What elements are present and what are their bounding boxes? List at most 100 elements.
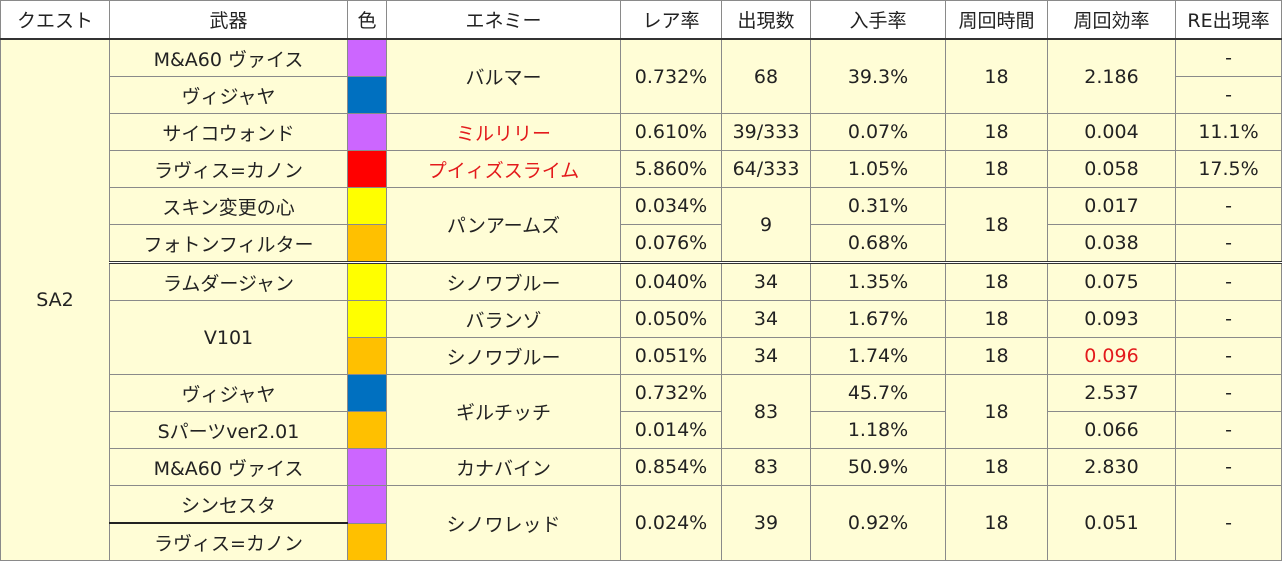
rare-rate-cell: 0.040% xyxy=(620,261,722,301)
obtain-rate-cell: 1.05% xyxy=(810,150,946,188)
enemy-cell: シノワブルー xyxy=(386,261,621,301)
appearances-cell: 83 xyxy=(721,448,811,486)
color-swatch xyxy=(347,113,387,151)
header-enemy: エネミー xyxy=(386,0,621,40)
re-rate-cell: - xyxy=(1175,38,1282,77)
color-swatch xyxy=(347,187,387,225)
obtain-rate-cell: 1.67% xyxy=(810,300,946,338)
rare-rate-cell: 0.034% xyxy=(620,187,722,225)
weapon-cell: ヴィジャヤ xyxy=(109,374,348,412)
re-rate-cell: - xyxy=(1175,224,1282,263)
appearances-cell: 68 xyxy=(721,38,811,114)
appearances-cell: 39 xyxy=(721,485,811,561)
loop-efficiency-cell: 0.075 xyxy=(1047,261,1176,301)
loop-efficiency-cell: 0.004 xyxy=(1047,113,1176,151)
color-swatch xyxy=(347,38,387,77)
color-swatch xyxy=(347,411,387,449)
table-row: シンセスタ シノワレッド 0.024% 39 0.92% 18 0.051 - xyxy=(1,485,1282,561)
obtain-rate-cell: 1.35% xyxy=(810,261,946,301)
re-rate-cell: - xyxy=(1175,485,1282,561)
enemy-cell: シノワレッド xyxy=(386,485,621,561)
enemy-cell: パンアームズ xyxy=(386,187,621,263)
weapon-cell: スキン変更の心 xyxy=(109,187,348,225)
rare-rate-cell: 0.854% xyxy=(620,448,722,486)
table-row: Sパーツver2.01 0.014% 1.18% 0.066 - xyxy=(1,411,1282,449)
obtain-rate-cell: 0.07% xyxy=(810,113,946,151)
obtain-rate-cell: 39.3% xyxy=(810,38,946,114)
rare-rate-cell: 0.051% xyxy=(620,337,722,375)
rare-rate-cell: 5.860% xyxy=(620,150,722,188)
appearances-cell: 34 xyxy=(721,300,811,338)
weapon-cell: ラヴィス=カノン xyxy=(109,150,348,188)
rare-rate-cell: 0.050% xyxy=(620,300,722,338)
table-row: ヴィジャヤ - xyxy=(1,76,1282,114)
weapon-cell: ラヴィス=カノン xyxy=(109,522,348,561)
re-rate-cell: 17.5% xyxy=(1175,150,1282,188)
loop-time-cell: 18 xyxy=(945,300,1048,338)
loop-efficiency-cell: 0.066 xyxy=(1047,411,1176,449)
loop-time-cell: 18 xyxy=(945,337,1048,375)
table-row: SA2 M&A60 ヴァイス バルマー 0.732% 68 39.3% 18 2… xyxy=(0,38,1282,561)
appearances-cell: 64/333 xyxy=(721,150,811,188)
obtain-rate-cell: 0.31% xyxy=(810,187,946,225)
header-color: 色 xyxy=(347,0,387,40)
rare-rate-cell: 0.076% xyxy=(620,224,722,263)
loop-efficiency-cell: 0.058 xyxy=(1047,150,1176,188)
color-swatch xyxy=(347,374,387,412)
obtain-rate-cell: 45.7% xyxy=(810,374,946,412)
rare-rate-cell: 0.732% xyxy=(620,374,722,412)
table-row: サイコウォンド ミルリリー 0.610% 39/333 0.07% 18 0.0… xyxy=(1,113,1282,151)
loop-efficiency-cell: 0.017 xyxy=(1047,187,1176,225)
weapon-cell: ラムダージャン xyxy=(109,261,348,301)
header-loop-time: 周回時間 xyxy=(945,0,1048,40)
table-row: スキン変更の心 パンアームズ 0.034% 9 0.31% 18 0.017 - xyxy=(1,187,1282,263)
rare-rate-cell: 0.732% xyxy=(620,38,722,114)
weapon-cell: M&A60 ヴァイス xyxy=(109,38,348,77)
loop-time-cell: 18 xyxy=(945,374,1048,449)
table-row: ラムダージャン シノワブルー 0.040% 34 1.35% 18 0.075 … xyxy=(1,261,1282,301)
re-rate-cell: - xyxy=(1175,337,1282,375)
weapon-cell: サイコウォンド xyxy=(109,113,348,151)
enemy-cell: バランゾ xyxy=(386,300,621,338)
re-rate-cell: - xyxy=(1175,261,1282,301)
obtain-rate-cell: 1.18% xyxy=(810,411,946,449)
color-swatch xyxy=(347,485,387,524)
obtain-rate-cell: 0.92% xyxy=(810,485,946,561)
loop-time-cell: 18 xyxy=(945,485,1048,561)
loop-efficiency-cell: 0.096 xyxy=(1047,337,1176,375)
weapon-cell: M&A60 ヴァイス xyxy=(109,448,348,486)
enemy-cell: プイィズスライム xyxy=(386,150,621,188)
appearances-cell: 9 xyxy=(721,187,811,263)
header-re-rate: RE出現率 xyxy=(1175,0,1282,40)
loop-efficiency-cell: 2.537 xyxy=(1047,374,1176,412)
re-rate-cell: - xyxy=(1175,187,1282,225)
header-row: クエスト 武器 色 エネミー レア率 出現数 入手率 周回時間 周回効率 RE出… xyxy=(0,0,1282,40)
header-appearances: 出現数 xyxy=(721,0,811,40)
header-rare-rate: レア率 xyxy=(620,0,722,40)
appearances-cell: 39/333 xyxy=(721,113,811,151)
appearances-cell: 34 xyxy=(721,337,811,375)
header-weapon: 武器 xyxy=(109,0,348,40)
header-loop-efficiency: 周回効率 xyxy=(1047,0,1176,40)
re-rate-cell: - xyxy=(1175,374,1282,412)
color-swatch xyxy=(347,224,387,263)
re-rate-cell: 11.1% xyxy=(1175,113,1282,151)
appearances-cell: 34 xyxy=(721,261,811,301)
table-row: V101 バランゾ 0.050% 34 1.67% 18 0.093 - xyxy=(1,300,1282,375)
quest-cell: SA2 xyxy=(0,38,110,561)
enemy-cell: ギルチッチ xyxy=(386,374,621,449)
header-quest: クエスト xyxy=(0,0,110,40)
loop-time-cell: 18 xyxy=(945,150,1048,188)
color-swatch xyxy=(347,337,387,375)
rare-rate-cell: 0.014% xyxy=(620,411,722,449)
enemy-cell: ミルリリー xyxy=(386,113,621,151)
table-row: ラヴィス=カノン プイィズスライム 5.860% 64/333 1.05% 18… xyxy=(1,150,1282,188)
obtain-rate-cell: 0.68% xyxy=(810,224,946,263)
color-swatch xyxy=(347,76,387,114)
enemy-cell: シノワブルー xyxy=(386,337,621,375)
loop-time-cell: 18 xyxy=(945,448,1048,486)
table-row: ラヴィス=カノン xyxy=(1,522,1282,561)
header-obtain-rate: 入手率 xyxy=(810,0,946,40)
obtain-rate-cell: 1.74% xyxy=(810,337,946,375)
color-swatch xyxy=(347,261,387,301)
